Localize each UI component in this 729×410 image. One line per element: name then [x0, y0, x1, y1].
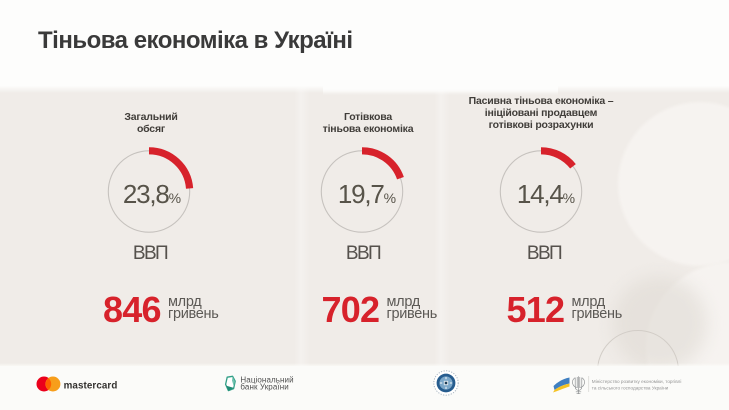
svg-text:mastercard: mastercard [64, 380, 118, 391]
svg-text:Міністерство розвитку економік: Міністерство розвитку економіки, торгівл… [592, 379, 682, 384]
svg-text:та сільського господарства Укр: та сільського господарства України [592, 386, 669, 391]
svg-text:Національний: Національний [240, 375, 293, 384]
svg-text:банк України: банк України [240, 383, 288, 392]
